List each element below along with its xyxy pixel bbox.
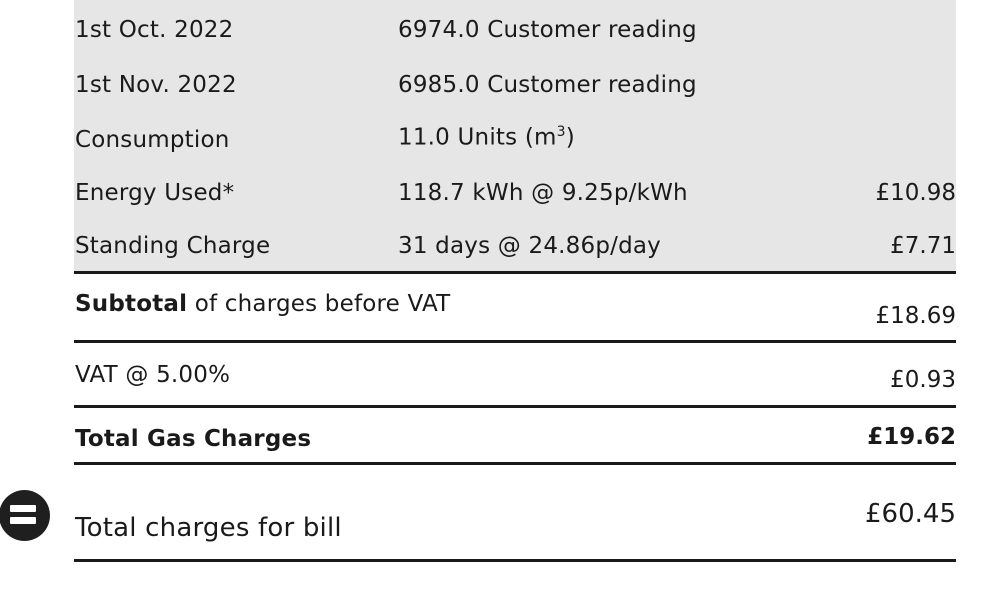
standing-charge-detail: 31 days @ 24.86p/day bbox=[398, 233, 661, 259]
total-gas-label: Total Gas Charges bbox=[75, 426, 312, 452]
total-bill-label: Total charges for bill bbox=[75, 513, 342, 543]
divider bbox=[74, 559, 956, 562]
energy-used-amount: £10.98 bbox=[875, 180, 956, 206]
consumption-label: Consumption bbox=[75, 127, 230, 153]
reading-date-1: 1st Oct. 2022 bbox=[75, 17, 234, 43]
total-gas-amount: £19.62 bbox=[867, 424, 956, 450]
subtotal-rest: of charges before VAT bbox=[187, 291, 451, 317]
consumption-units: 11.0 Units (m bbox=[398, 124, 557, 151]
divider bbox=[74, 271, 956, 274]
subtotal-amount: £18.69 bbox=[875, 303, 956, 329]
readings-section bbox=[74, 0, 956, 272]
consumption-paren: ) bbox=[565, 124, 575, 151]
total-bill-amount: £60.45 bbox=[865, 499, 956, 529]
unit-superscript: 3 bbox=[556, 124, 566, 140]
subtotal-label: Subtotal of charges before VAT bbox=[75, 291, 450, 317]
reading-date-2: 1st Nov. 2022 bbox=[75, 72, 237, 98]
equals-icon bbox=[0, 490, 50, 541]
vat-label: VAT @ 5.00% bbox=[75, 362, 231, 388]
divider bbox=[74, 462, 956, 465]
standing-charge-amount: £7.71 bbox=[890, 233, 956, 259]
energy-used-label: Energy Used* bbox=[75, 180, 235, 206]
subtotal-bold: Subtotal bbox=[75, 291, 188, 317]
standing-charge-label: Standing Charge bbox=[75, 233, 271, 259]
consumption-value: 11.0 Units (m3) bbox=[398, 124, 575, 151]
reading-value-2: 6985.0 Customer reading bbox=[398, 72, 697, 98]
energy-used-detail: 118.7 kWh @ 9.25p/kWh bbox=[398, 180, 688, 206]
vat-amount: £0.93 bbox=[890, 367, 956, 393]
divider bbox=[74, 405, 956, 408]
divider bbox=[74, 340, 956, 343]
reading-value-1: 6974.0 Customer reading bbox=[398, 17, 697, 43]
